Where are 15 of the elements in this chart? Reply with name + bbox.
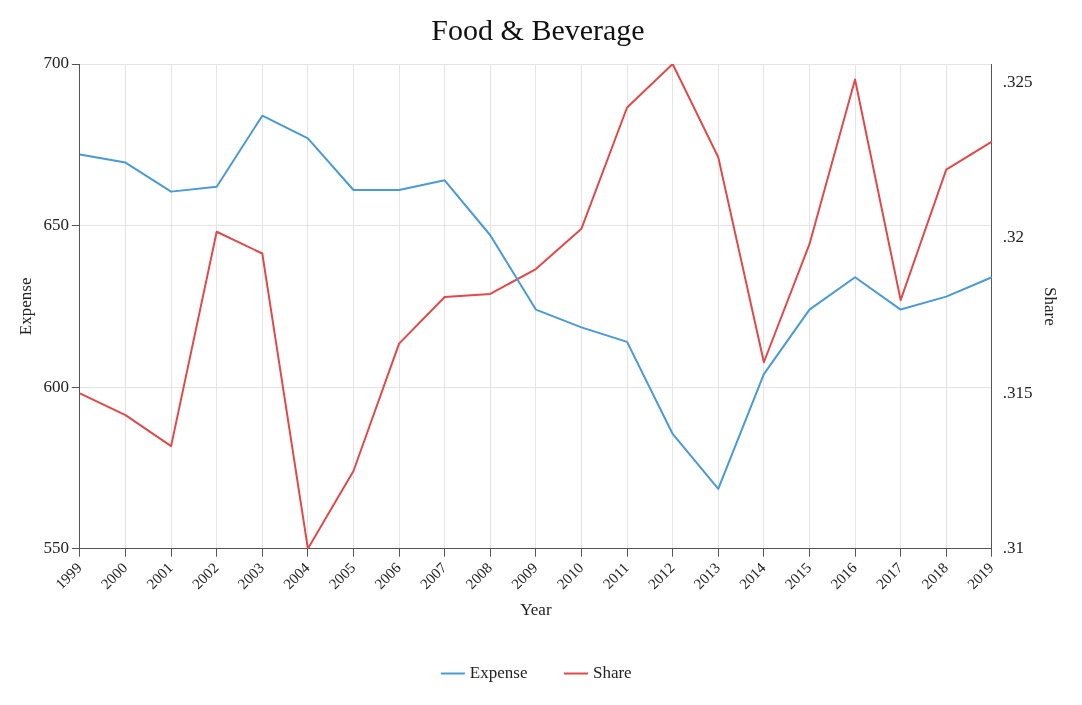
y-tick-label: 700 [43,53,69,73]
y-axis-title: Expense [15,277,35,336]
y2-tick-label: .31 [1002,538,1025,558]
y2-tick-label: .325 [1002,72,1033,92]
y2-tick-label: .32 [1002,227,1025,247]
x-tick-label: 2011 [599,559,632,592]
chart-title: Food & Beverage [431,12,645,46]
y-tick-label: 600 [43,376,69,396]
y2-tick-label: .315 [1002,382,1033,402]
x-axis-title: Year [520,600,552,620]
legend-label: Share [592,662,632,682]
y-tick-label: 650 [43,215,69,235]
legend-label: Expense [469,662,528,682]
y2-axis-title: Share [1041,286,1061,326]
y-tick-label: 550 [43,538,69,558]
